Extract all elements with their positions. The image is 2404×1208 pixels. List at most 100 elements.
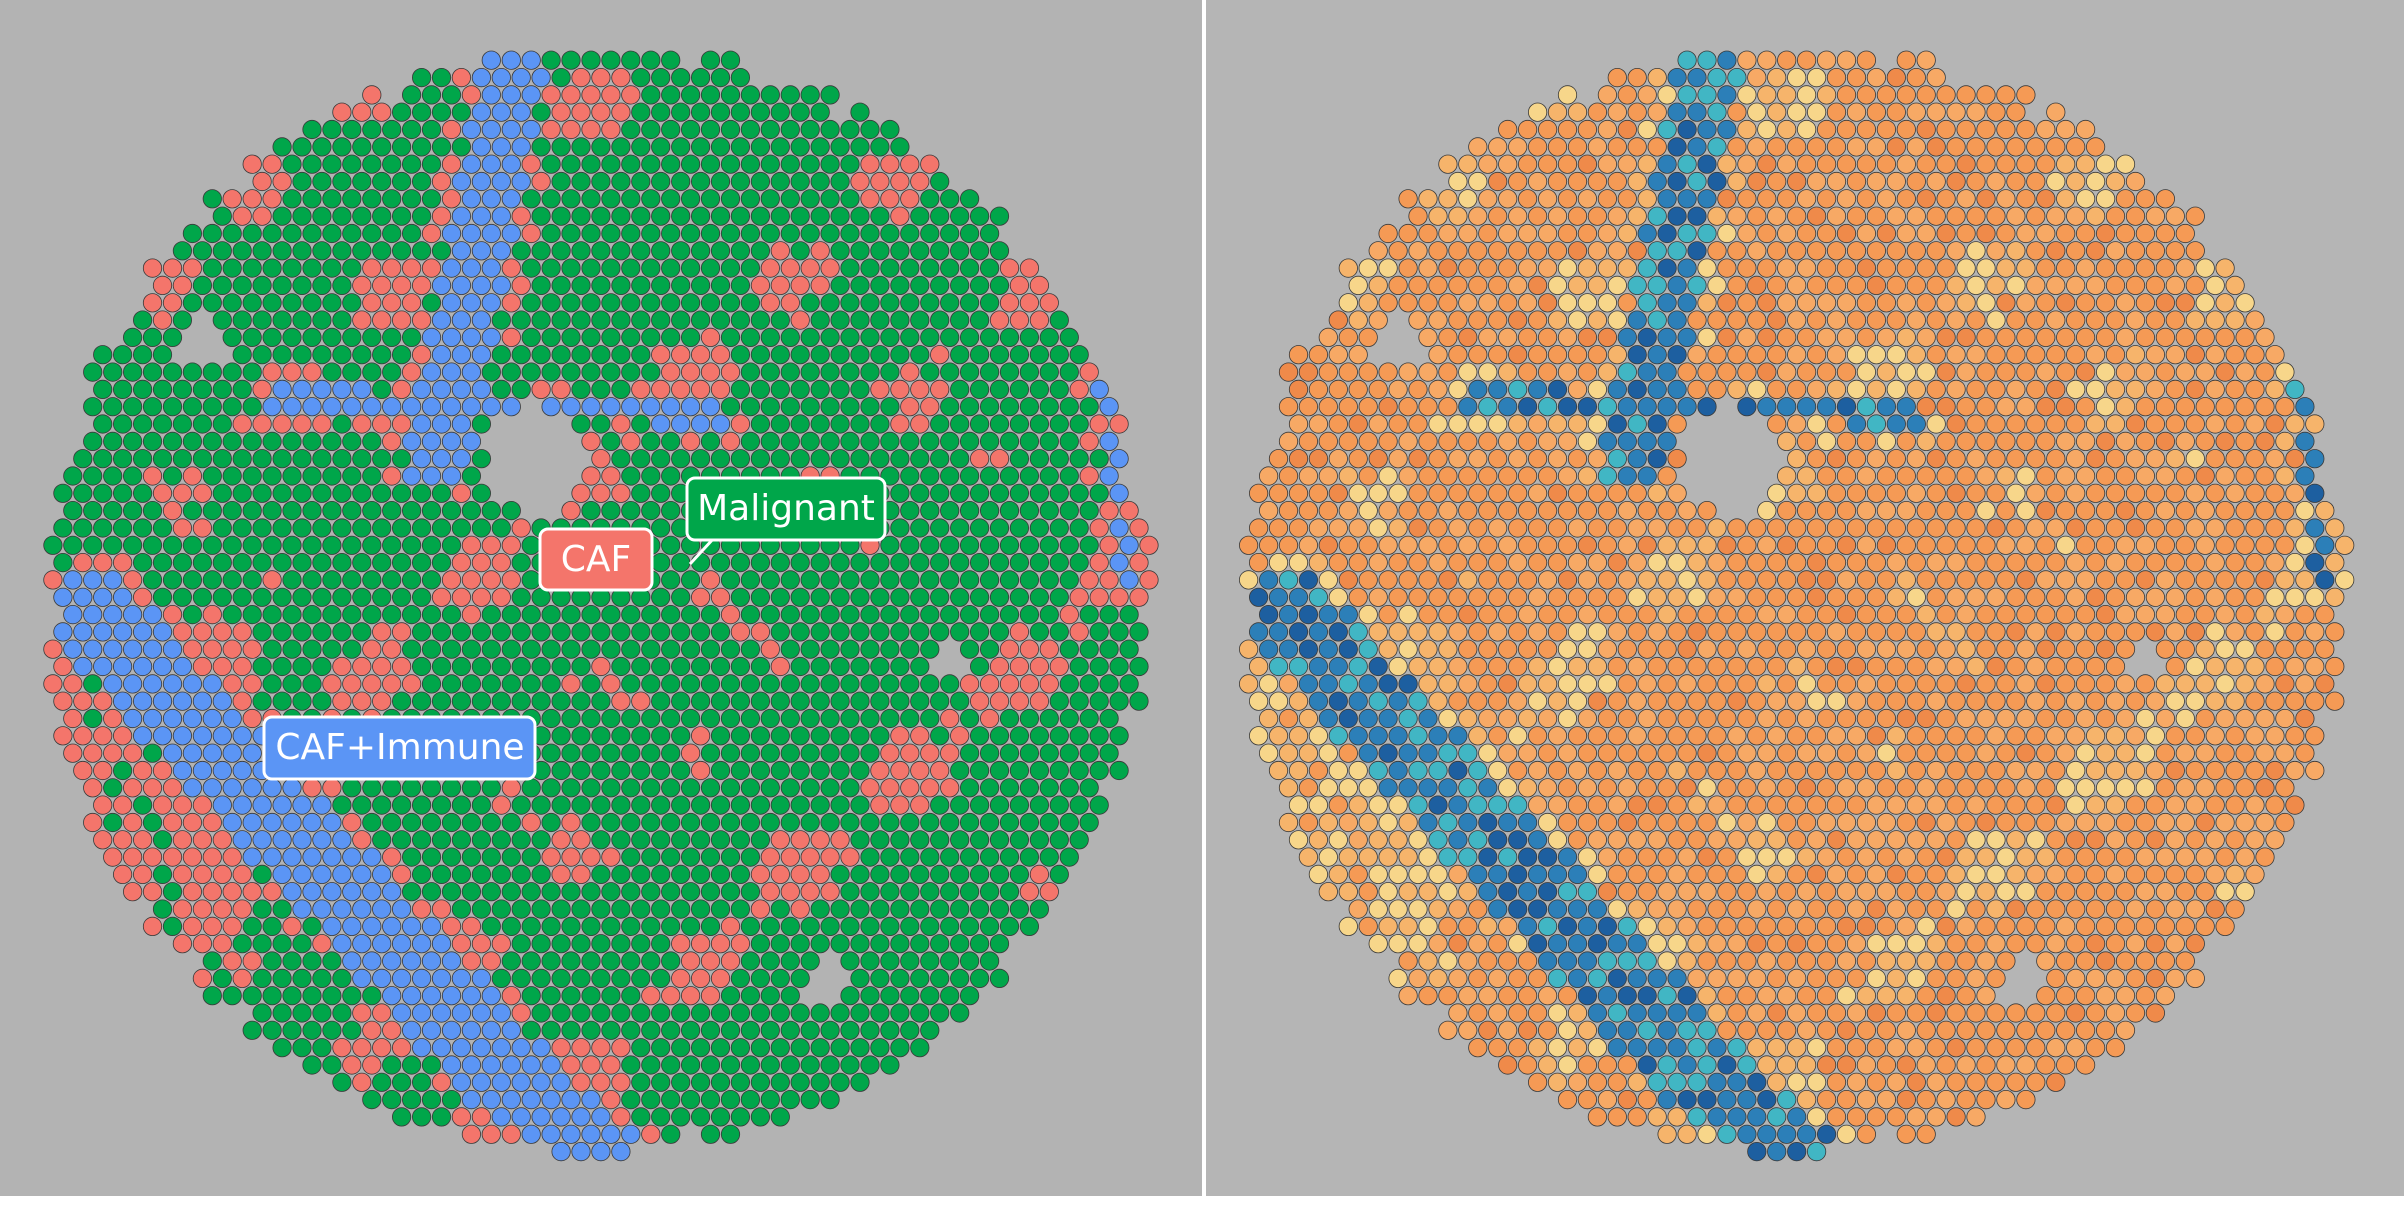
- spot: [1528, 760, 1548, 781]
- spot: [431, 968, 452, 989]
- spot: [1926, 137, 1946, 157]
- spot: [810, 1072, 830, 1092]
- spot: [950, 241, 970, 261]
- spot: [551, 968, 571, 989]
- spot: [1049, 760, 1069, 781]
- spot: [501, 154, 521, 174]
- spot: [850, 102, 870, 122]
- spot: [810, 137, 830, 157]
- spot: [521, 189, 541, 209]
- spot: [561, 674, 581, 694]
- spot: [1727, 518, 1747, 538]
- spot: [1448, 587, 1468, 607]
- spot: [1707, 379, 1727, 399]
- spot: [113, 622, 133, 642]
- spot: [561, 604, 581, 625]
- spot: [720, 431, 741, 451]
- spot: [700, 1090, 721, 1110]
- spot: [1817, 431, 1837, 451]
- spot: [1657, 189, 1677, 209]
- spot: [2046, 656, 2066, 677]
- spot: [2115, 500, 2136, 521]
- spot: [1458, 882, 1478, 902]
- spot: [2175, 812, 2195, 833]
- spot: [2066, 345, 2086, 365]
- spot: [1886, 552, 1906, 573]
- spot: [511, 656, 531, 677]
- spot: [2235, 812, 2255, 833]
- spot: [959, 397, 980, 417]
- spot: [491, 864, 511, 885]
- spot: [1896, 604, 1916, 625]
- spot: [1936, 154, 1956, 174]
- spot: [312, 206, 332, 226]
- spot: [1408, 449, 1428, 469]
- spot: [352, 483, 372, 503]
- spot: [541, 674, 561, 694]
- spot: [481, 362, 501, 382]
- spot: [352, 934, 372, 954]
- spot: [1547, 795, 1568, 815]
- spot: [322, 258, 342, 278]
- spot: [2145, 518, 2165, 538]
- spot: [292, 137, 312, 157]
- spot: [950, 483, 970, 503]
- spot: [521, 639, 541, 659]
- spot: [860, 362, 880, 382]
- spot: [441, 535, 462, 555]
- spot: [1378, 743, 1398, 763]
- spot: [481, 778, 501, 798]
- spot: [1029, 899, 1050, 919]
- spot: [1976, 397, 1996, 417]
- spot: [252, 968, 272, 989]
- spot: [1657, 778, 1677, 798]
- spot: [1976, 293, 1996, 313]
- spot: [2305, 726, 2325, 746]
- spot: [2235, 882, 2255, 902]
- spot: [2006, 483, 2026, 503]
- spot: [362, 535, 382, 555]
- spot: [1627, 171, 1647, 192]
- spot: [680, 916, 701, 937]
- spot: [521, 327, 541, 347]
- spot: [611, 1072, 631, 1092]
- spot: [152, 449, 173, 469]
- spot: [661, 535, 681, 555]
- spot: [1368, 379, 1388, 399]
- spot: [740, 431, 761, 451]
- spot: [591, 1003, 611, 1023]
- spot: [372, 102, 392, 122]
- spot: [1807, 864, 1827, 885]
- spot: [1528, 171, 1548, 192]
- spot: [2066, 656, 2086, 677]
- spot: [242, 397, 262, 417]
- spot: [671, 830, 691, 850]
- spot: [2066, 830, 2086, 850]
- spot: [252, 795, 272, 815]
- spot: [840, 812, 860, 833]
- spot: [2036, 327, 2056, 347]
- spot: [1418, 778, 1438, 798]
- spot: [1597, 362, 1618, 382]
- spot: [521, 778, 541, 798]
- spot: [710, 726, 731, 746]
- spot: [1587, 656, 1608, 677]
- spot: [1458, 812, 1478, 833]
- spot: [2235, 466, 2255, 486]
- spot: [1647, 68, 1667, 88]
- spot: [1557, 397, 1578, 417]
- spot: [900, 812, 920, 833]
- spot: [1916, 362, 1936, 382]
- spot: [1557, 708, 1578, 729]
- spot: [192, 864, 212, 885]
- spot: [352, 206, 372, 226]
- spot: [1408, 587, 1428, 607]
- spot: [1587, 691, 1608, 711]
- spot: [1996, 397, 2016, 417]
- spot: [1249, 656, 1269, 677]
- spot: [1428, 587, 1448, 607]
- spot: [123, 847, 143, 867]
- spot: [1328, 310, 1348, 330]
- spot: [720, 1090, 741, 1110]
- spot: [1657, 570, 1677, 590]
